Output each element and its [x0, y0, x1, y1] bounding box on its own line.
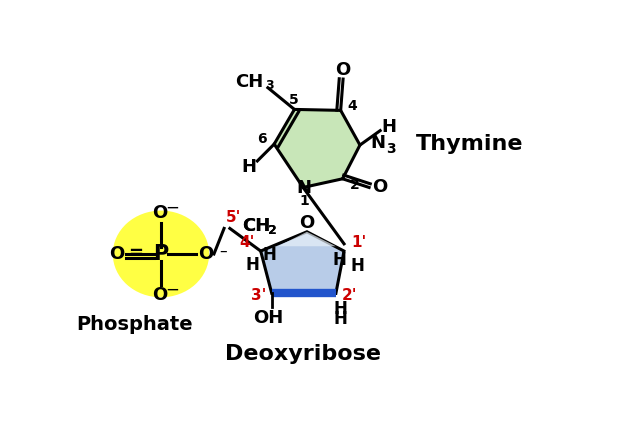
Text: O: O	[152, 286, 167, 304]
Text: H: H	[334, 300, 348, 318]
Text: O: O	[152, 204, 167, 222]
Text: 2: 2	[268, 224, 277, 237]
Polygon shape	[260, 232, 344, 293]
Text: N: N	[296, 180, 311, 198]
Text: 2': 2'	[342, 288, 357, 304]
Text: H: H	[332, 251, 346, 269]
Text: 5': 5'	[226, 210, 242, 225]
Text: −: −	[165, 198, 179, 216]
Text: CH: CH	[242, 217, 270, 235]
Text: O: O	[335, 61, 351, 79]
Text: O: O	[372, 178, 387, 197]
Text: –: –	[220, 244, 227, 259]
Ellipse shape	[113, 211, 209, 297]
Polygon shape	[274, 110, 360, 187]
Text: O: O	[109, 245, 125, 263]
Text: −: −	[165, 281, 179, 299]
Text: 3: 3	[386, 142, 396, 156]
Text: 1': 1'	[351, 235, 366, 250]
Text: P: P	[153, 244, 169, 264]
Text: H: H	[350, 257, 364, 275]
Text: =: =	[128, 244, 143, 262]
Text: 5: 5	[289, 93, 298, 107]
Text: H: H	[245, 255, 259, 274]
Text: Thymine: Thymine	[416, 134, 523, 154]
Text: H: H	[334, 310, 348, 328]
Text: CH: CH	[242, 217, 270, 235]
Text: H: H	[241, 158, 256, 176]
Text: 4: 4	[348, 99, 358, 113]
Text: 1: 1	[299, 194, 309, 208]
Text: O: O	[299, 214, 314, 232]
Text: H: H	[262, 246, 276, 264]
Text: Phosphate: Phosphate	[76, 315, 192, 334]
Text: CH: CH	[235, 73, 264, 91]
Polygon shape	[278, 232, 336, 246]
Text: Deoxyribose: Deoxyribose	[225, 344, 381, 364]
Text: 2: 2	[350, 177, 360, 191]
Text: 3: 3	[265, 79, 274, 92]
Text: H: H	[381, 118, 396, 136]
Text: 6: 6	[257, 132, 267, 146]
Text: 3': 3'	[250, 288, 266, 304]
Text: 4': 4'	[240, 235, 255, 250]
Text: O: O	[198, 245, 213, 263]
Text: 2: 2	[268, 224, 277, 237]
Text: N: N	[370, 134, 386, 152]
Text: OH: OH	[253, 308, 283, 327]
